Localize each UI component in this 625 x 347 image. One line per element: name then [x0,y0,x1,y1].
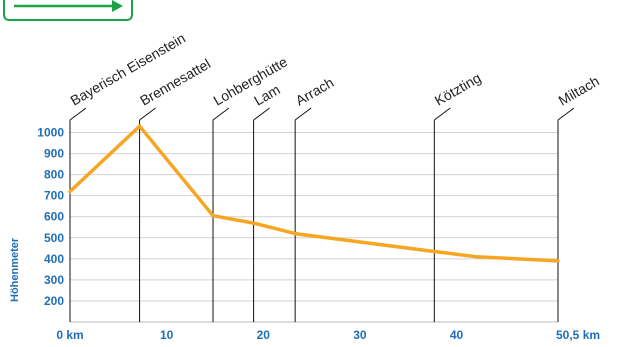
place-leader [434,107,451,121]
place-label: Lohberghütte [211,53,291,108]
elevation-line [68,124,560,263]
grid [69,122,558,323]
y-tick-label: 400 [44,252,64,266]
x-tick-label: 20 [257,328,271,342]
x-tick-label: 0 km [56,328,83,342]
place-label: Miltach [556,73,602,109]
y-tick-label: 500 [44,231,64,245]
y-tick-label: 800 [44,168,64,182]
x-tick-label: 40 [450,328,464,342]
x-tick-label: 10 [160,328,174,342]
y-tick-label: 200 [44,294,64,308]
x-tick-label: 50,5 km [556,328,600,342]
x-tick-label: 30 [353,328,367,342]
place-label: Kötzting [432,69,484,108]
direction-arrow-box [3,0,133,21]
y-tick-label: 700 [44,189,64,203]
y-tick-label: 1000 [37,126,64,140]
place-leader [212,107,230,121]
series-group [68,124,560,263]
place-leader [69,107,87,121]
y-axis-label: Höhenmeter [9,237,21,302]
place-markers: Bayerisch EisensteinBrennesattelLohbergh… [68,30,602,322]
y-tick-label: 600 [44,210,64,224]
y-tick-label: 900 [44,147,64,161]
place-leader [253,107,270,121]
place-leader [139,107,156,121]
x-axis-ticks: 0 km 10 20 30 40 50,5 km [56,328,600,342]
place-label: Bayerisch Eisenstein [68,30,189,109]
y-tick-label: 300 [44,273,64,287]
direction-arrow-head [112,0,123,12]
place-label: Arrach [293,74,337,108]
place-leader [294,107,312,121]
direction-arrow-icon [3,0,133,21]
y-axis-ticks: 200 300 400 500 600 700 800 900 1000 [37,126,64,308]
place-leader [557,107,575,121]
